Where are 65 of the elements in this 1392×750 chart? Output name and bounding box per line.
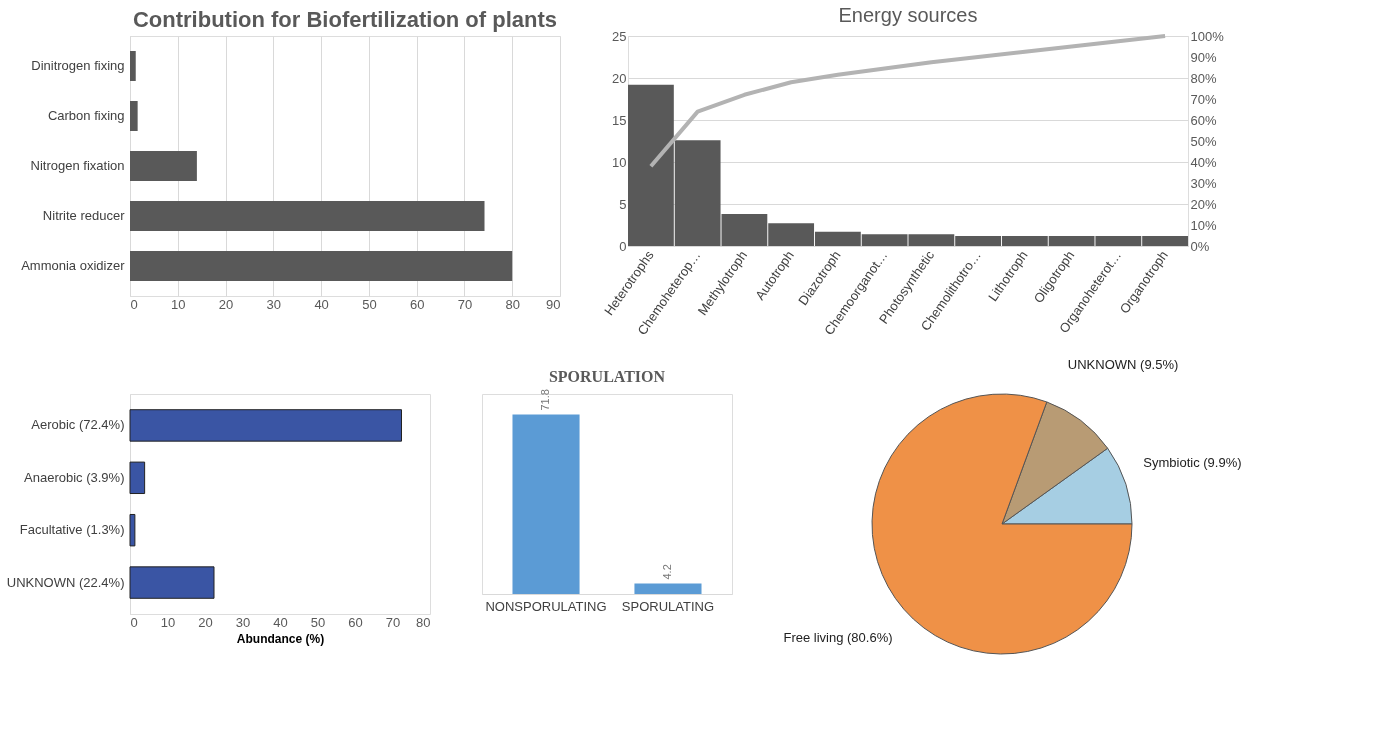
x-tick-label: 60 (348, 614, 363, 630)
x-tick-label: 70 (457, 296, 473, 312)
x-tick-label: 70 (385, 614, 401, 630)
bar (129, 513, 136, 547)
chart-title: Contribution for Biofertilization of plants (132, 7, 558, 32)
y2-tick-label: 70% (1190, 91, 1217, 107)
line-series (648, 34, 1168, 169)
x-axis-title: Abundance (%) (236, 631, 325, 646)
x-tick-label: SPORULATING (621, 598, 715, 614)
y2-tick-label: 50% (1190, 133, 1217, 149)
chart-title: Energy sources (838, 4, 978, 26)
y-tick-label: UNKNOWN (22.4%) (6, 574, 125, 590)
x-tick-label: 20 (218, 296, 234, 312)
bar (129, 566, 215, 599)
y2-tick-label: 10% (1190, 217, 1217, 233)
y-tick-label: 10 (612, 154, 627, 170)
y-tick-label: Nitrite reducer (42, 208, 126, 223)
y-tick-label: Nitrogen fixation (30, 158, 125, 173)
y-tick-label: Carbon fixing (47, 108, 125, 123)
bar (130, 51, 136, 81)
bar (130, 151, 197, 181)
x-tick-label: 30 (266, 296, 282, 312)
x-tick-label: 20 (198, 614, 213, 630)
y2-tick-label: 90% (1190, 49, 1217, 65)
x-tick-label: 40 (273, 614, 288, 630)
x-tick-label: 0 (130, 296, 138, 312)
bar (130, 251, 513, 281)
bar (130, 101, 138, 131)
y2-tick-label: 40% (1190, 154, 1217, 170)
chart-title: SPORULATION (548, 368, 666, 386)
x-tick-label: 10 (160, 614, 176, 630)
x-tick-label: 80 (416, 614, 431, 630)
x-tick-label: NONSPORULATING (485, 598, 607, 614)
data-label: 71.8 (539, 389, 552, 411)
slice-label: Free living (80.6%) (783, 630, 893, 646)
slice-label: UNKNOWN (9.5%) (1067, 356, 1179, 372)
x-tick-label: 50 (310, 614, 326, 630)
y-tick-label: 20 (612, 70, 627, 86)
y-tick-label: Aerobic (72.4%) (31, 417, 125, 433)
x-tick-label: 30 (235, 614, 251, 630)
x-tick-label: 80 (505, 296, 520, 312)
y2-tick-label: 60% (1190, 112, 1217, 128)
data-label: 4.2 (660, 564, 673, 580)
y-tick-label: Anaerobic (3.9%) (24, 469, 125, 485)
y-tick-label: Ammonia oxidizer (21, 258, 126, 273)
y-tick-label: 5 (619, 196, 627, 212)
x-tick-label: 40 (314, 296, 329, 312)
y-tick-label: Dinitrogen fixing (31, 58, 125, 73)
x-tick-label: 90 (546, 296, 561, 312)
y-tick-label: Facultative (1.3%) (19, 522, 125, 538)
x-tick-label: 50 (362, 296, 377, 312)
y2-tick-label: 80% (1190, 70, 1217, 86)
y-tick-label: 15 (612, 112, 627, 128)
bar (129, 461, 146, 495)
bar (130, 201, 485, 231)
y2-tick-label: 30% (1190, 175, 1217, 191)
x-tick-label: 0 (130, 614, 138, 630)
y2-tick-label: 0% (1190, 238, 1210, 254)
x-tick-label: 60 (409, 296, 425, 312)
x-tick-label: 10 (171, 296, 186, 312)
y-tick-label: 25 (612, 28, 627, 44)
bar (129, 409, 402, 442)
y2-tick-label: 20% (1190, 196, 1217, 212)
slice-label: Symbiotic (9.9%) (1143, 454, 1242, 470)
y2-tick-label: 100% (1190, 28, 1225, 44)
